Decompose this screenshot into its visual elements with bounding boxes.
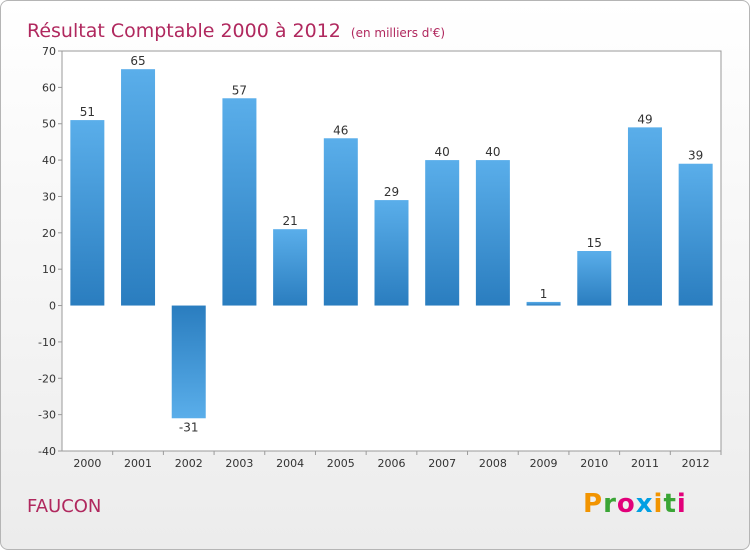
data-label-2000: 51 bbox=[80, 105, 95, 119]
x-tick-label: 2003 bbox=[225, 457, 253, 470]
x-tick-label: 2006 bbox=[378, 457, 406, 470]
data-label-2009: 1 bbox=[540, 287, 548, 301]
y-axis: 70 60 50 40 30 20 10 0 -10 -20 -30 -40 bbox=[38, 45, 62, 458]
y-tick-label: -20 bbox=[38, 372, 56, 385]
y-tick-label: 40 bbox=[42, 154, 56, 167]
logo-letter: x bbox=[635, 489, 654, 519]
x-tick-label: 2011 bbox=[631, 457, 659, 470]
bar-2008[interactable] bbox=[475, 160, 510, 306]
bar-2003[interactable] bbox=[222, 98, 257, 306]
y-tick-label: 30 bbox=[42, 190, 56, 203]
data-label-2007: 40 bbox=[435, 145, 450, 159]
x-tick-label: 2012 bbox=[682, 457, 710, 470]
x-tick-label: 2001 bbox=[124, 457, 152, 470]
bar-2009[interactable] bbox=[526, 301, 561, 306]
data-label-2002: -31 bbox=[179, 420, 199, 434]
logo-letter: i bbox=[653, 489, 664, 519]
x-axis: 2000 2001 2002 2003 2004 2005 2006 2007 2008 2009… bbox=[73, 451, 722, 470]
y-tick-label: -10 bbox=[38, 336, 56, 349]
bar-2005[interactable] bbox=[323, 138, 358, 306]
y-tick-label: 20 bbox=[42, 227, 56, 240]
y-tick-label: 60 bbox=[42, 81, 56, 94]
data-label-2006: 29 bbox=[384, 185, 399, 199]
bar-2000[interactable] bbox=[70, 120, 105, 306]
x-tick-label: 2007 bbox=[428, 457, 456, 470]
y-tick-label: 0 bbox=[49, 300, 56, 313]
data-label-2008: 40 bbox=[485, 145, 500, 159]
data-label-2004: 21 bbox=[282, 214, 297, 228]
y-tick-label: 70 bbox=[42, 45, 56, 58]
data-label-2010: 15 bbox=[587, 236, 602, 250]
y-tick-label: -40 bbox=[38, 445, 56, 458]
x-tick-label: 2008 bbox=[479, 457, 507, 470]
bar-2007[interactable] bbox=[425, 160, 460, 306]
data-label-2011: 49 bbox=[637, 112, 652, 126]
x-tick-label: 2004 bbox=[276, 457, 304, 470]
bar-2006[interactable] bbox=[374, 200, 409, 306]
logo-letter: P bbox=[583, 489, 604, 519]
x-tick-label: 2009 bbox=[530, 457, 558, 470]
data-label-2003: 57 bbox=[232, 83, 247, 97]
chart-title-text: Résultat Comptable 2000 à 2012 bbox=[27, 20, 341, 42]
data-label-2001: 65 bbox=[130, 54, 145, 68]
bar-2010[interactable] bbox=[577, 251, 612, 306]
logo-letter: o bbox=[616, 489, 636, 519]
logo-letter: i bbox=[676, 489, 687, 519]
bar-2004[interactable] bbox=[273, 229, 308, 306]
chart-title: Résultat Comptable 2000 à 2012 (en millie… bbox=[27, 7, 445, 45]
x-tick-label: 2002 bbox=[175, 457, 203, 470]
chart-unit: (en milliers d'€) bbox=[350, 26, 446, 40]
bar-2001[interactable] bbox=[121, 69, 156, 306]
data-label-2012: 39 bbox=[688, 149, 703, 163]
commune-name: FAUCON bbox=[27, 496, 102, 517]
bar-2012[interactable] bbox=[678, 163, 713, 306]
y-tick-label: 50 bbox=[42, 118, 56, 131]
x-tick-label: 2000 bbox=[73, 457, 101, 470]
logo-letter: r bbox=[603, 489, 617, 519]
y-tick-label: -30 bbox=[38, 409, 56, 422]
proxiti-logo[interactable]: Proxiti bbox=[583, 489, 687, 519]
logo-letter: t bbox=[663, 489, 677, 519]
bar-2002[interactable] bbox=[171, 305, 206, 419]
y-tick-label: 10 bbox=[42, 263, 56, 276]
data-label-2005: 46 bbox=[333, 123, 348, 137]
x-tick-label: 2005 bbox=[327, 457, 355, 470]
bar-2011[interactable] bbox=[627, 127, 662, 306]
x-tick-label: 2010 bbox=[580, 457, 608, 470]
data-labels: 51 65 -31 57 21 46 29 40 40 1 15 49 39 bbox=[80, 54, 704, 434]
bars bbox=[70, 69, 713, 419]
